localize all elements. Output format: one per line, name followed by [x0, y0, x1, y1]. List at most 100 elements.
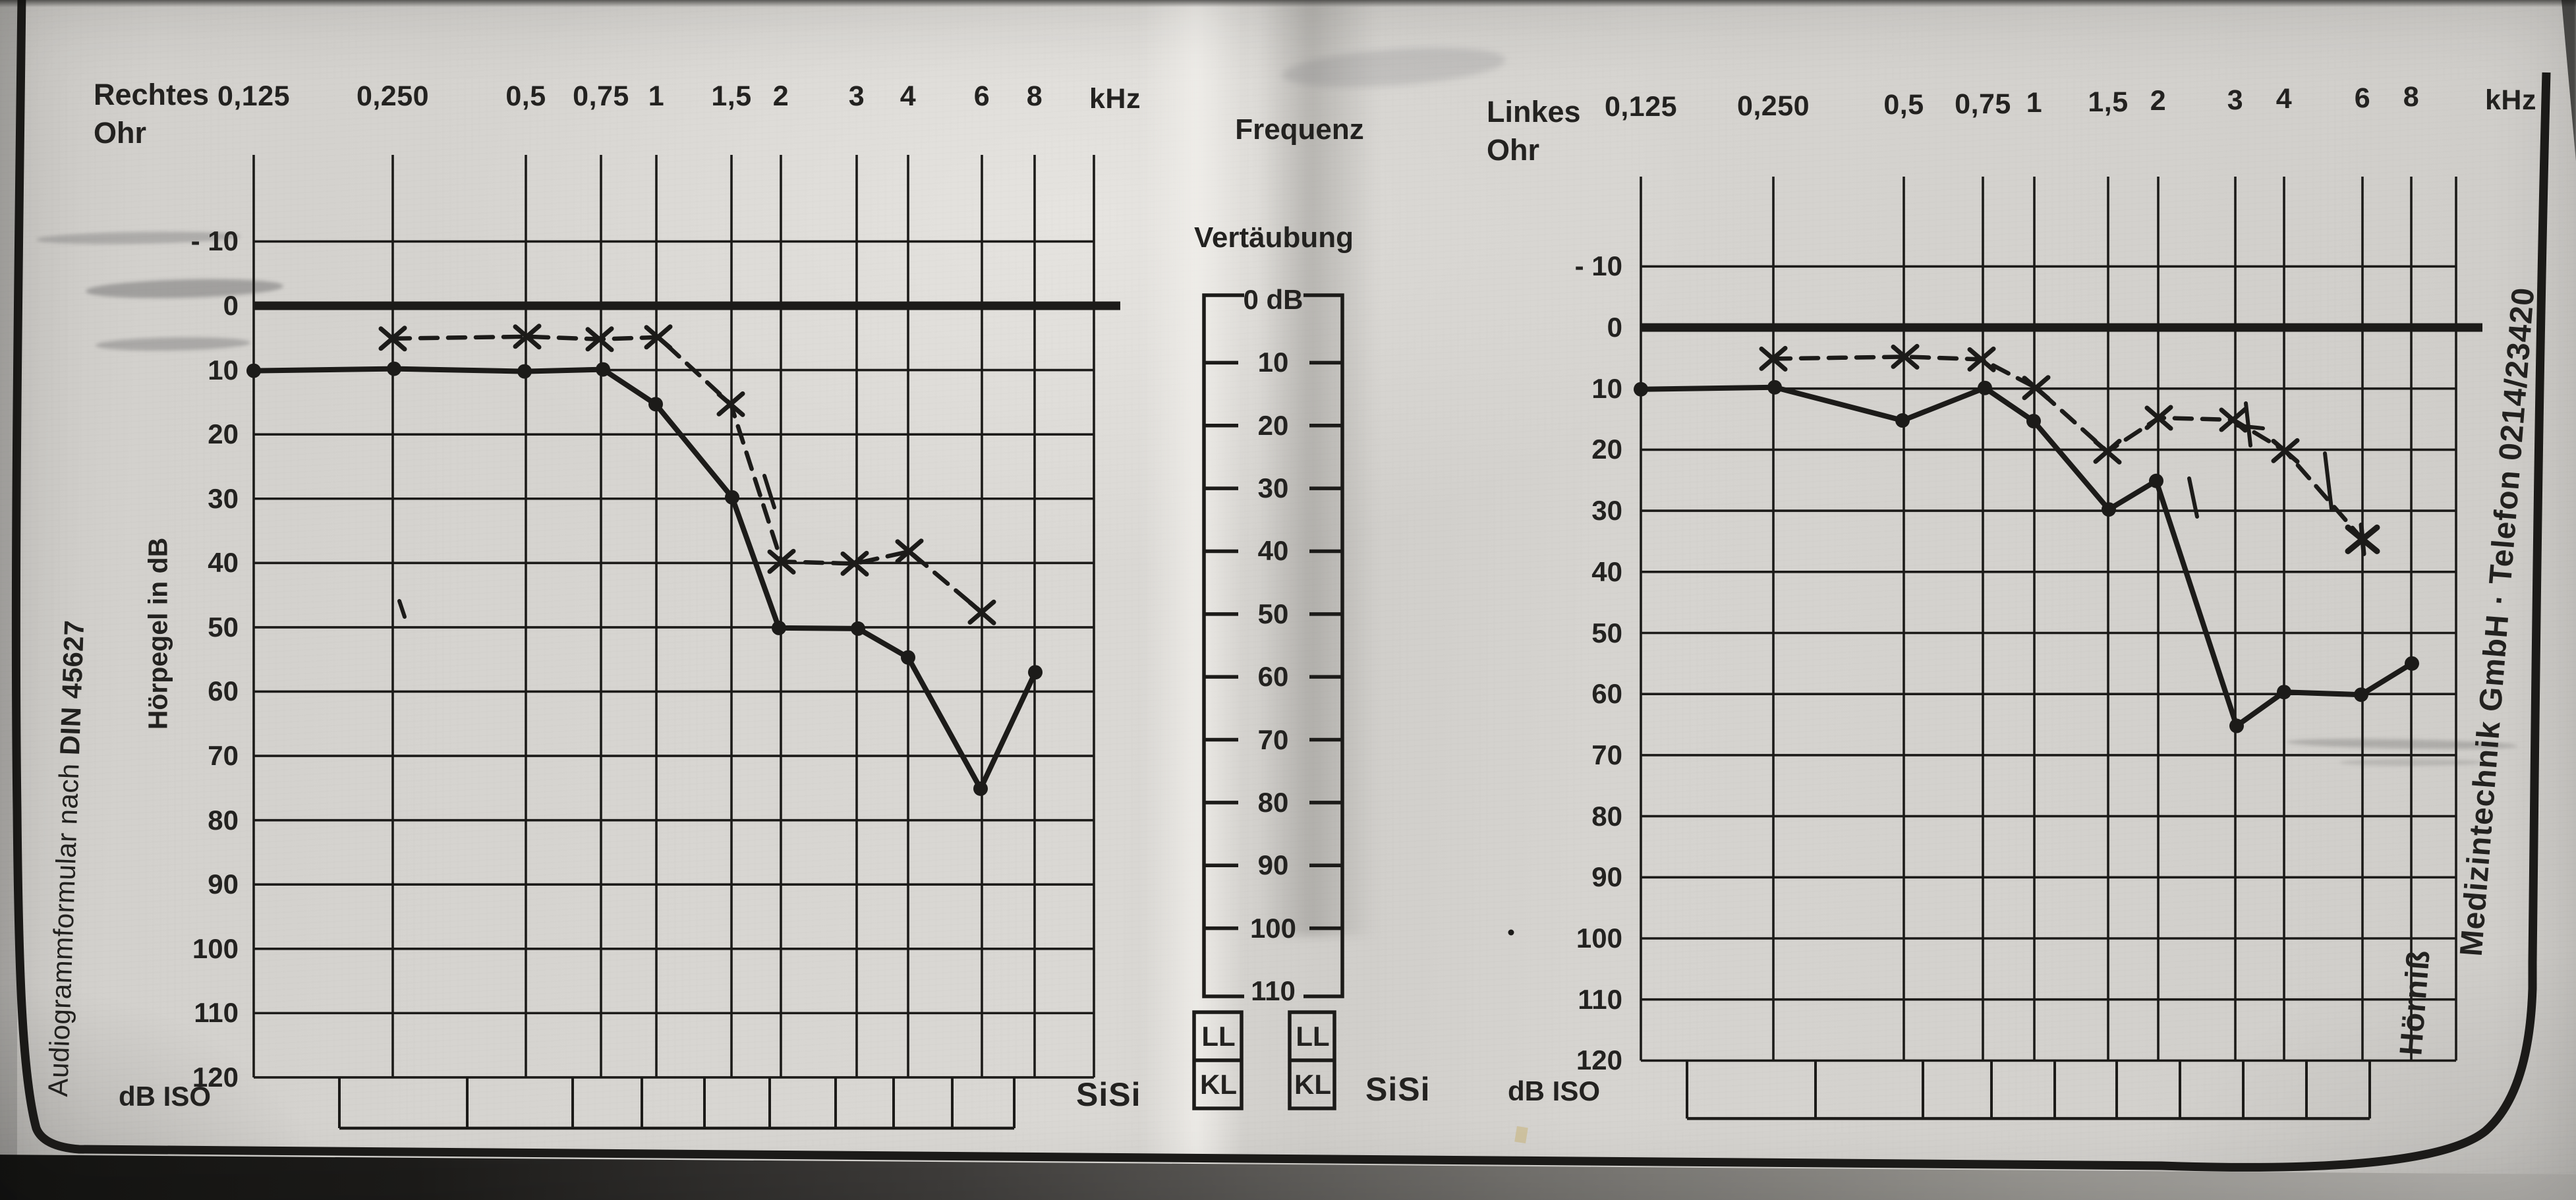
x-marker: [1967, 346, 1996, 372]
right-chart-khz-label: kHz: [2485, 84, 2536, 116]
x-marker: [2022, 375, 2051, 401]
masking-box-right-ll-label: LL: [1296, 1021, 1330, 1052]
masking-scale-label: 20: [1257, 409, 1289, 441]
x-marker: [2093, 438, 2122, 465]
left-chart-db-label: 80: [208, 804, 239, 836]
circle-marker: [1634, 382, 1648, 397]
stray-ink-dot: [1508, 929, 1514, 936]
masking-scale-label: 40: [1257, 535, 1289, 567]
right-chart-freq-label: 4: [2275, 83, 2293, 115]
right-chart-db-label: 30: [1591, 495, 1622, 527]
masking-scale-label: 70: [1257, 724, 1289, 755]
x-marker: [585, 326, 614, 353]
circle-marker: [2026, 414, 2041, 429]
x-marker: [767, 548, 796, 575]
left-chart-db-label: 20: [208, 418, 239, 450]
left-chart-db-label: 30: [208, 482, 239, 514]
x-marker: [716, 391, 745, 417]
left-chart-db-label: 110: [194, 997, 239, 1029]
left-chart-freq-label: 0,75: [573, 80, 629, 112]
circle-marker: [1895, 413, 1910, 428]
circle-marker: [2102, 502, 2116, 517]
x-marker: [2144, 405, 2173, 431]
circle-marker: [2277, 685, 2291, 700]
left-chart-db-label: 0: [223, 290, 239, 321]
x-marker: [2271, 438, 2300, 464]
right-chart-freq-label: 6: [2354, 82, 2371, 114]
photo-left-edge: [0, 0, 17, 1200]
right-chart-db-label: 20: [1591, 434, 1622, 465]
left-chart-freq-label: 2: [772, 80, 789, 112]
left-chart-db-label: - 10: [190, 225, 239, 257]
left-chart-freq-label: 0,5: [505, 80, 546, 112]
left-chart-db-label: 60: [208, 675, 239, 707]
right-chart-db-label: 120: [1576, 1044, 1622, 1076]
left-chart-db-label: 70: [208, 740, 239, 772]
circle-marker: [246, 363, 261, 378]
masking-scale-label: 10: [1257, 347, 1289, 378]
masking-scale-label: 50: [1257, 598, 1289, 629]
right-chart-freq-label: 2: [2150, 85, 2167, 117]
stray-ink-stroke: [2244, 401, 2252, 447]
left-chart-freq-label: 3: [848, 80, 865, 112]
right-chart-freq-label: 0,75: [1955, 88, 2011, 120]
stray-ink-stroke: [2187, 476, 2199, 519]
right-chart-db-label: 50: [1591, 617, 1622, 648]
left-chart-freq-label: 6: [973, 80, 990, 112]
x-marker: [840, 550, 869, 577]
masking-scale-label: 60: [1257, 661, 1289, 693]
ll-kl-box: [1192, 1010, 1244, 1110]
form-border: [11, 0, 2551, 1172]
right-chart-db-iso-label: dB ISO: [1508, 1075, 1601, 1106]
right-chart-db-label: 60: [1591, 678, 1622, 710]
right-chart-freq-label: 0,125: [1604, 91, 1678, 123]
right-chart-db-label: 10: [1591, 372, 1622, 404]
right-chart-db-label: 0: [1607, 312, 1622, 343]
masking-scale-label: 110: [1251, 975, 1296, 1006]
masking-scale-label: 30: [1257, 472, 1289, 504]
x-marker: [1891, 343, 1920, 370]
right-chart-db-label: 70: [1591, 739, 1622, 770]
left-chart-freq-label: 0,125: [217, 80, 291, 112]
circle-marker: [648, 397, 663, 412]
right-chart-db-label: 40: [1591, 556, 1622, 587]
right-chart-db-label: 100: [1576, 923, 1622, 954]
right-chart-freq-label: 1,5: [2088, 86, 2129, 118]
masking-scale-bracket: [1202, 293, 1344, 998]
x-marker: [513, 324, 542, 350]
left-chart-db-label: 40: [208, 547, 239, 579]
right-chart-db-label: 90: [1591, 861, 1622, 893]
frequency-column-label: Frequenz: [1235, 113, 1364, 146]
circle-marker: [1978, 380, 1992, 395]
left-chart-freq-label: 4: [900, 80, 917, 112]
right-chart-freq-label: 0,5: [1883, 89, 1924, 121]
circle-marker: [2149, 473, 2163, 488]
masking-label: Vertäubung: [1193, 221, 1354, 254]
left-chart-db-label: 100: [192, 932, 239, 964]
right-chart-db-label: 80: [1591, 800, 1622, 832]
masking-box-left-kl-label: KL: [1200, 1069, 1237, 1100]
circle-marker: [725, 490, 739, 505]
circle-marker: [596, 362, 610, 377]
masking-scale-label: 100: [1249, 912, 1297, 944]
ll-kl-box: [1288, 1010, 1336, 1110]
right-chart-freq-label: 3: [2227, 84, 2244, 116]
right-chart-db-label: - 10: [1574, 250, 1622, 282]
right-chart-db-label: 110: [1578, 983, 1622, 1015]
circle-marker: [901, 650, 915, 665]
right-chart-sisi-label: SiSi: [1365, 1071, 1431, 1108]
masking-box-right-kl-label: KL: [1294, 1069, 1331, 1100]
left-chart-ear-label-line1: Rechtes: [94, 78, 210, 111]
x-marker: [895, 538, 924, 565]
circle-marker: [851, 621, 865, 636]
x-marker: [378, 326, 407, 352]
right-chart-freq-label: 1: [2026, 87, 2043, 119]
paper-crease-highlight: [1139, 0, 1244, 1200]
right-chart-ear-label-line2: Ohr: [1487, 133, 1540, 167]
stray-ink-stroke: [762, 474, 776, 509]
stray-ink-stroke: [2323, 451, 2333, 511]
circle-marker: [1028, 665, 1043, 680]
circle-marker: [2354, 687, 2368, 702]
